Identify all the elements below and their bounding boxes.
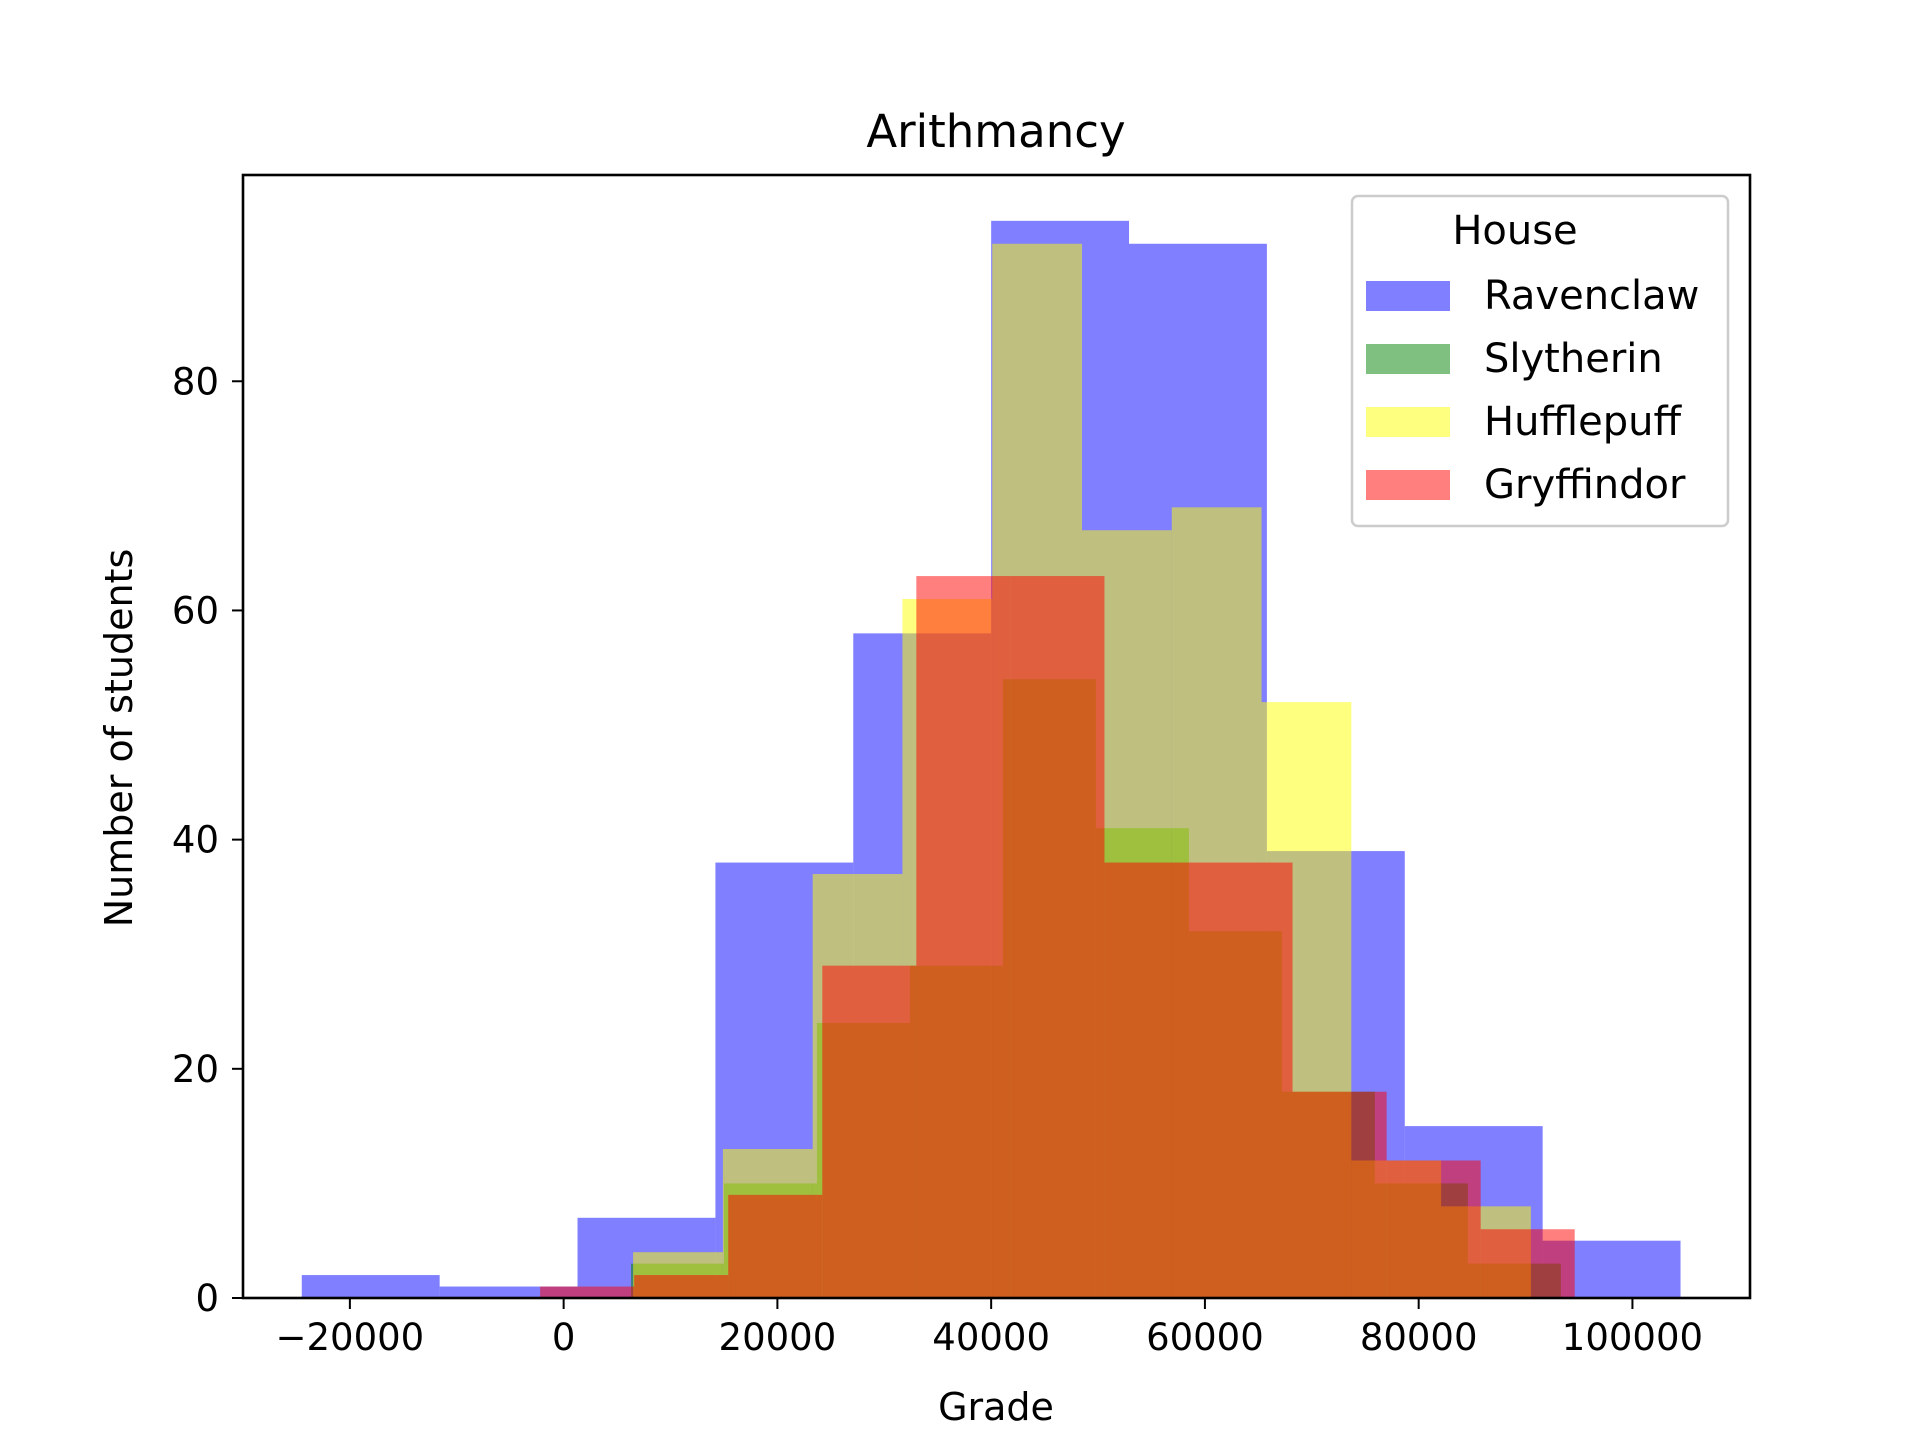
x-tick-label: 100000	[1562, 1316, 1703, 1359]
x-tick-label: 40000	[932, 1316, 1050, 1359]
histogram-bar	[916, 576, 1011, 1298]
series-gryffindor	[540, 576, 1575, 1298]
x-axis-label: Grade	[938, 1385, 1054, 1429]
x-tick-label: 60000	[1146, 1316, 1264, 1359]
legend-label: Hufflepuff	[1484, 399, 1682, 445]
histogram-bar	[1010, 576, 1105, 1298]
legend-label: Slytherin	[1484, 336, 1663, 382]
histogram-bar	[728, 1194, 823, 1298]
legend-swatch	[1366, 470, 1450, 500]
plot-frame	[241, 173, 1752, 1300]
legend-label: Ravenclaw	[1484, 273, 1699, 319]
y-tick-label: 40	[172, 819, 219, 862]
y-tick-label: 80	[172, 360, 219, 403]
histogram-bar	[1104, 862, 1199, 1298]
chart-title: Arithmancy	[866, 105, 1125, 158]
y-axis-ticks: 0 20 40 60 80	[172, 360, 243, 1320]
x-axis-ticks: −20000 0 20000 40000 60000 80000 100000	[276, 1298, 1703, 1359]
y-tick-label: 20	[172, 1048, 219, 1091]
y-axis-label: Number of students	[97, 549, 141, 928]
x-tick-label: 80000	[1360, 1316, 1478, 1359]
histogram-bar	[634, 1275, 729, 1298]
legend-swatch	[1366, 344, 1450, 374]
legend-label: Gryffindor	[1484, 462, 1686, 508]
histogram-bar	[1198, 862, 1293, 1298]
x-tick-label: 0	[552, 1316, 576, 1359]
histogram-bar	[1386, 1160, 1481, 1298]
histogram-bar	[540, 1286, 635, 1298]
y-tick-label: 0	[195, 1277, 219, 1320]
histogram-bar	[1292, 1091, 1387, 1298]
legend: House Ravenclaw Slytherin Hufflepuff Gryffin…	[1350, 194, 1730, 528]
histogram-bar	[301, 1275, 440, 1298]
histogram-bar	[1480, 1229, 1575, 1298]
histogram-bar	[439, 1286, 578, 1298]
legend-title: House	[1452, 208, 1577, 254]
histogram-bar	[822, 965, 917, 1298]
x-tick-label: −20000	[276, 1316, 425, 1359]
y-tick-label: 60	[172, 589, 219, 632]
x-tick-label: 20000	[719, 1316, 837, 1359]
legend-box	[1350, 194, 1730, 528]
legend-swatch	[1366, 281, 1450, 311]
legend-swatch	[1366, 407, 1450, 437]
histogram-bars	[301, 220, 1681, 1299]
